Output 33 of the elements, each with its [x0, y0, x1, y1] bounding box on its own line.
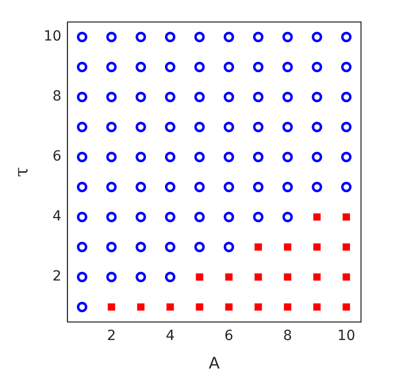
point: [166, 303, 174, 311]
point: [254, 273, 262, 281]
point: [342, 243, 350, 251]
point: [196, 303, 204, 311]
point: [342, 273, 350, 281]
point: [284, 273, 292, 281]
point: [313, 213, 321, 221]
y-tick-label: 10: [44, 28, 62, 45]
x-tick-label: 6: [224, 328, 234, 344]
x-tick-label: 4: [166, 328, 175, 344]
x-tick-label: 8: [283, 328, 292, 344]
y-tick-label: 8: [52, 88, 62, 105]
point: [254, 243, 262, 251]
point: [342, 303, 350, 311]
y-tick-label: 2: [52, 268, 62, 285]
point: [284, 303, 292, 311]
point: [137, 303, 144, 311]
point: [225, 273, 233, 281]
y-tick-label: 6: [52, 148, 62, 165]
y-axis-title: τ: [11, 166, 32, 177]
point: [108, 303, 116, 311]
point: [313, 273, 321, 281]
x-axis-title: A: [208, 354, 220, 373]
point: [225, 303, 233, 311]
point: [254, 303, 262, 311]
point: [342, 213, 350, 221]
y-tick-label: 4: [52, 208, 62, 225]
point: [313, 303, 321, 311]
point: [313, 243, 321, 251]
x-tick-label: 10: [337, 328, 356, 344]
point: [196, 273, 204, 281]
point: [284, 243, 292, 251]
x-tick-label: 2: [106, 328, 116, 344]
